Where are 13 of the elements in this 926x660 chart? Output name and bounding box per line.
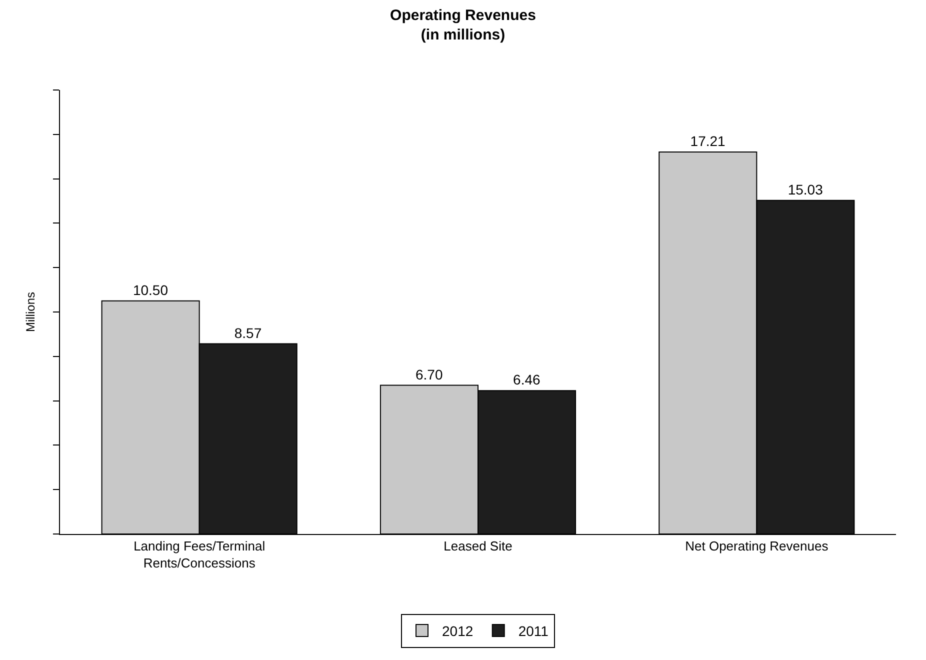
chart-title: Operating Revenues (in millions)	[390, 6, 536, 44]
data-label: 6.46	[513, 372, 540, 388]
x-tick-label: Leased Site	[444, 538, 512, 554]
legend-label: 2011	[518, 622, 549, 639]
data-label: 10.50	[132, 282, 168, 298]
y-axis-title: Millions	[23, 292, 38, 332]
x-tick-label: Net Operating Revenues	[685, 538, 829, 554]
data-label: 17.21	[690, 132, 726, 149]
x-tick-label: Landing Fees/Terminal Rents/Concessions	[134, 538, 266, 570]
data-label: 15.03	[788, 181, 824, 198]
data-label: 8.57	[234, 324, 262, 341]
legend-label: 2012	[442, 622, 474, 639]
data-label: 6.70	[416, 366, 443, 382]
